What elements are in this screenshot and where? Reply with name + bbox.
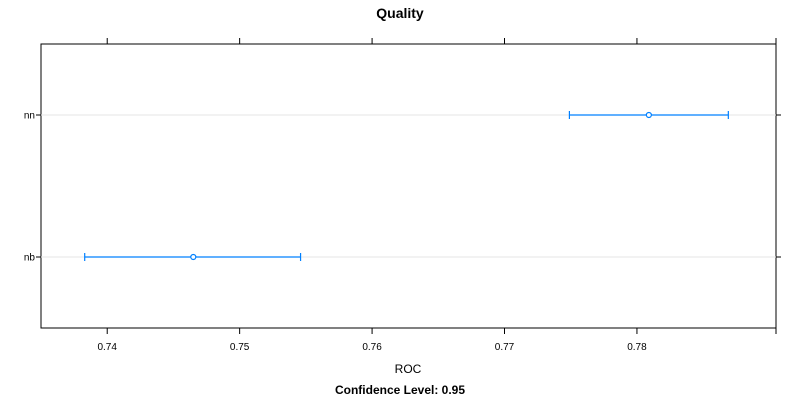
chart-title: Quality <box>376 5 424 21</box>
data-marks <box>84 111 729 261</box>
x-tick-label: 0.77 <box>495 342 515 353</box>
plot-area <box>40 43 777 329</box>
x-tick-label: 0.78 <box>627 342 647 353</box>
estimate-point-nb <box>190 253 197 261</box>
x-tick-label: 0.75 <box>230 342 250 353</box>
grid-lines <box>41 114 776 258</box>
x-tick-label: 0.76 <box>362 342 382 353</box>
estimate-point-nn <box>645 111 652 119</box>
y-category-label: nn <box>24 111 35 122</box>
chart-subtitle: Confidence Level: 0.95 <box>335 383 465 397</box>
x-tick-label: 0.74 <box>97 342 117 353</box>
x-axis-label: ROC <box>395 362 422 376</box>
y-category-label: nb <box>24 253 36 264</box>
plot-frame <box>40 43 777 329</box>
axes: 0.74 0.75 0.76 0.77 0.78 nn nb <box>24 38 781 353</box>
